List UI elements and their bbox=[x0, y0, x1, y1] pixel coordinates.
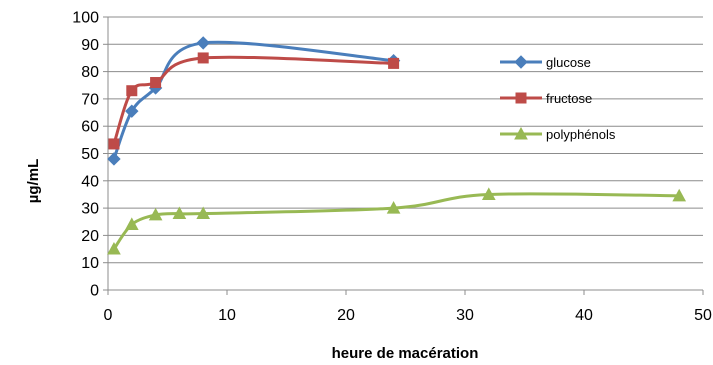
legend: glucose fructose polyphénols bbox=[500, 55, 616, 142]
series-line bbox=[112, 40, 396, 161]
series-3 bbox=[107, 187, 687, 255]
y-tick-label: 80 bbox=[81, 64, 99, 81]
y-tick-label: 40 bbox=[81, 173, 99, 190]
series-line bbox=[112, 192, 681, 251]
y-tick-label: 10 bbox=[81, 255, 99, 272]
y-tick-labels: 0 10 20 30 40 50 60 70 80 90 100 bbox=[72, 10, 99, 300]
data-point bbox=[126, 85, 138, 97]
data-point bbox=[672, 188, 687, 202]
gridlines bbox=[108, 16, 703, 264]
data-point bbox=[148, 207, 163, 221]
y-tick-label: 70 bbox=[81, 91, 99, 108]
x-tick-label: 30 bbox=[456, 307, 474, 324]
data-point bbox=[197, 52, 209, 64]
x-axis-title: heure de macération bbox=[332, 345, 479, 362]
data-point bbox=[388, 57, 400, 69]
axes bbox=[103, 16, 704, 295]
legend-item: polyphénols bbox=[500, 126, 616, 142]
y-tick-label: 20 bbox=[81, 228, 99, 245]
data-point bbox=[481, 187, 496, 200]
data-point bbox=[196, 36, 210, 50]
legend-marker bbox=[514, 55, 528, 69]
series-2 bbox=[108, 52, 400, 150]
data-point bbox=[125, 104, 139, 118]
x-tick-label: 0 bbox=[104, 307, 113, 324]
data-point bbox=[107, 242, 121, 255]
legend-marker bbox=[515, 92, 527, 104]
data-point bbox=[196, 206, 211, 220]
data-point bbox=[172, 206, 187, 220]
data-point bbox=[107, 152, 121, 166]
data-point bbox=[386, 201, 401, 214]
legend-label: glucose bbox=[546, 55, 591, 70]
y-tick-label: 100 bbox=[72, 10, 99, 27]
legend-label: fructose bbox=[546, 91, 592, 106]
legend-marker bbox=[514, 126, 528, 140]
legend-item: fructose bbox=[500, 91, 592, 106]
y-tick-label: 90 bbox=[81, 37, 99, 54]
x-tick-labels: 0 10 20 30 40 50 bbox=[104, 307, 712, 324]
y-axis-title: µg/mL bbox=[25, 159, 42, 203]
x-tick-label: 50 bbox=[694, 307, 712, 324]
data-point bbox=[150, 77, 162, 89]
legend-item: glucose bbox=[500, 55, 591, 70]
y-tick-label: 0 bbox=[90, 283, 99, 300]
x-tick-label: 20 bbox=[337, 307, 355, 324]
y-tick-label: 50 bbox=[81, 146, 99, 163]
y-tick-label: 30 bbox=[81, 201, 99, 218]
x-tick-label: 10 bbox=[218, 307, 236, 324]
legend-label: polyphénols bbox=[546, 127, 616, 142]
data-point bbox=[124, 217, 139, 230]
y-tick-label: 60 bbox=[81, 119, 99, 136]
data-point bbox=[108, 138, 120, 150]
series-1 bbox=[107, 36, 401, 166]
x-tick-label: 40 bbox=[575, 307, 593, 324]
series-line bbox=[112, 55, 396, 146]
series-group bbox=[107, 36, 687, 255]
